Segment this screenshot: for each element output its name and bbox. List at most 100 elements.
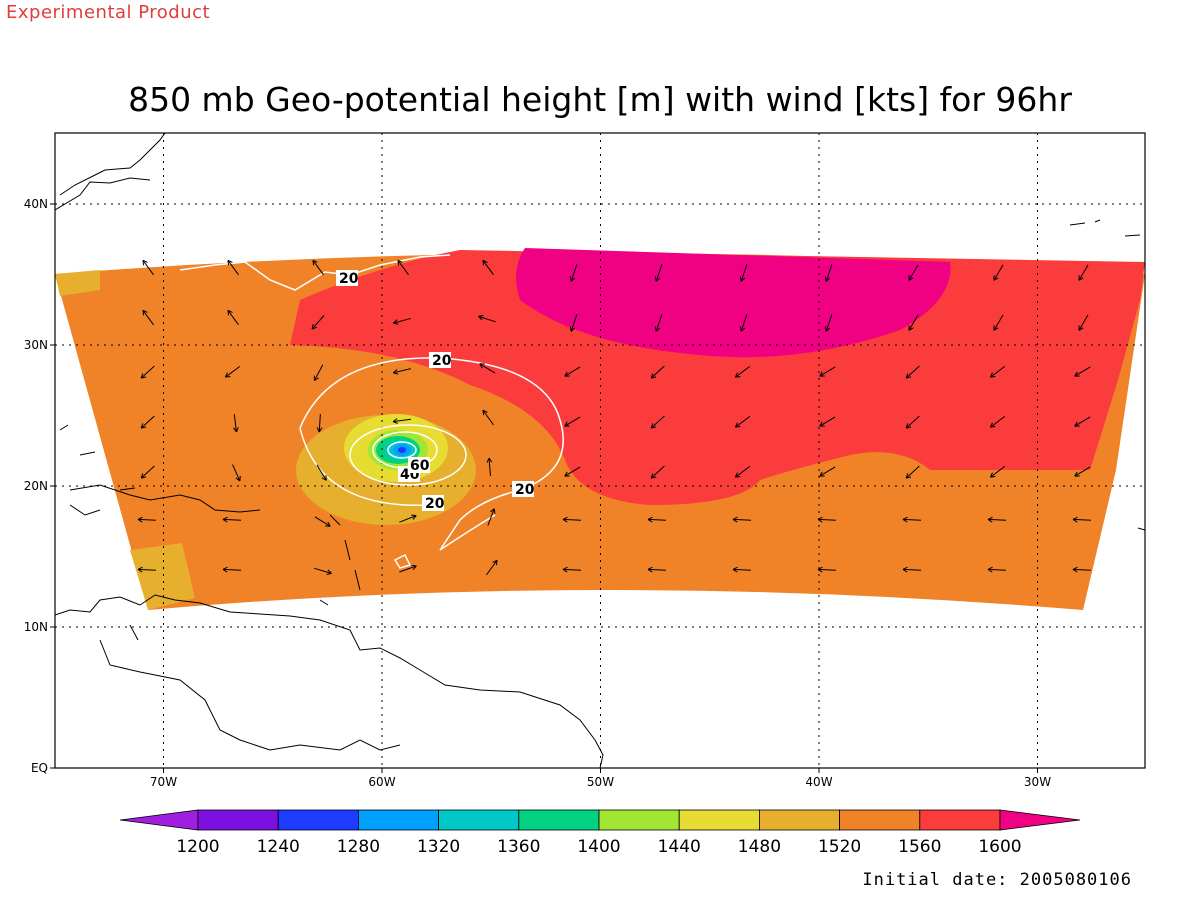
wind-arrow	[905, 465, 920, 479]
map-content	[55, 133, 1176, 768]
wind-arrow	[1078, 264, 1089, 281]
lon-tick-label: 40W	[805, 775, 832, 789]
wind-arrow	[313, 364, 324, 382]
wind-arrow	[479, 363, 496, 374]
map-title: 850 mb Geo-potential height [m] with win…	[128, 80, 1072, 119]
wind-arrow	[312, 259, 324, 276]
wind-contour-40	[349, 424, 467, 486]
wind-arrow	[562, 516, 582, 523]
contour-label: 20	[432, 353, 452, 369]
wind-arrow	[140, 465, 155, 479]
wind-arrow	[569, 264, 578, 282]
lon-tick-label: 60W	[368, 775, 395, 789]
wind-arrow	[222, 566, 242, 573]
coastlines	[55, 133, 1145, 768]
wind-arrow	[487, 508, 496, 526]
contour-label-group: 20 20 20 20 40 60	[336, 270, 535, 512]
wind-arrow	[819, 366, 836, 377]
lat-tick-label: 30N	[24, 338, 48, 352]
wind-arrow	[739, 314, 748, 332]
wind-arrow	[987, 566, 1007, 573]
wind-arrow	[1078, 314, 1089, 331]
contour-label: 20	[425, 496, 445, 512]
wind-arrow	[908, 264, 919, 281]
contour-label: 20	[515, 482, 535, 498]
wind-arrow	[142, 309, 154, 326]
colorbar-segment	[438, 809, 520, 831]
colorbar-segment	[678, 809, 760, 831]
wind-arrow	[478, 314, 496, 323]
wind-arrow	[654, 264, 663, 282]
height-region-over-1600	[516, 248, 951, 358]
colorbar-segment	[518, 809, 600, 831]
wind-arrow	[482, 409, 494, 426]
wind-arrow	[399, 564, 417, 573]
wind-arrow	[142, 259, 154, 276]
wind-arrow	[314, 567, 332, 575]
wind-arrow	[654, 314, 663, 332]
height-region-1520-northwest	[55, 270, 100, 296]
wind-arrow	[734, 466, 751, 478]
wind-arrow	[647, 566, 667, 573]
lat-tick-label: 20N	[24, 479, 48, 493]
wind-contour-20-storm	[299, 357, 564, 551]
wind-arrow	[734, 366, 751, 378]
wind-arrow	[314, 516, 331, 527]
wind-arrow	[1074, 366, 1091, 377]
coastline-greenland-edge	[1069, 219, 1145, 531]
initial-date: Initial date: 2005080106	[862, 870, 1132, 890]
wind-arrow	[564, 466, 581, 477]
wind-arrow	[316, 464, 327, 481]
lon-tick-label: 70W	[150, 775, 177, 789]
wind-arrow	[137, 566, 157, 573]
wind-arrow	[397, 259, 409, 276]
wind-arrow	[989, 366, 1006, 378]
colorbar-segment	[839, 809, 921, 831]
wind-arrows	[137, 259, 1176, 576]
wind-arrow	[817, 566, 837, 573]
wind-arrow	[311, 315, 325, 330]
wind-arrow	[224, 366, 241, 378]
storm-ring-1280	[398, 447, 406, 453]
wind-arrow	[739, 264, 748, 282]
wind-arrow	[393, 368, 411, 375]
wind-arrow	[233, 413, 239, 433]
colorbar-label: 1320	[417, 837, 460, 857]
axis-labels: 40N 30N 20N 10N EQ 70W 60W 50W 40W 30W	[24, 197, 1051, 789]
colorbar-segment	[759, 809, 841, 831]
contour-label: 20	[339, 271, 359, 287]
wind-arrow	[227, 309, 239, 326]
wind-arrow	[902, 566, 922, 573]
wind-arrow	[650, 465, 665, 479]
wind-arrow	[399, 514, 417, 523]
colorbar-low-triangle	[119, 809, 199, 831]
colorbar-segment	[357, 809, 439, 831]
wind-arrow	[1158, 567, 1176, 572]
wind-arrow	[819, 466, 836, 477]
colorbar-high-triangle	[999, 809, 1081, 831]
wind-arrow	[1161, 466, 1174, 478]
wind-arrow	[647, 516, 667, 523]
wind-arrow	[993, 314, 1004, 331]
lon-tick-label: 50W	[587, 775, 614, 789]
height-region-1600	[290, 250, 1145, 505]
colorbar-label: 1400	[577, 837, 620, 857]
height-region-1520-southwest	[130, 543, 195, 610]
colorbar-label: 1440	[658, 837, 701, 857]
colorbar-label: 1600	[978, 837, 1021, 857]
wind-arrow	[564, 366, 581, 377]
wind-arrow	[222, 516, 242, 523]
wind-arrow	[819, 416, 836, 427]
wind-arrow	[650, 365, 665, 379]
wind-arrow	[1074, 416, 1091, 427]
wind-arrow	[734, 416, 751, 428]
wind-arrow	[392, 418, 412, 424]
coastline-south-america	[55, 594, 604, 768]
colorbar-label: 1560	[898, 837, 941, 857]
colorbar-segment	[598, 809, 680, 831]
wind-contour-core	[387, 441, 417, 459]
wind-arrow	[905, 415, 920, 429]
wind-arrow	[1161, 366, 1174, 378]
lat-tick-label: 40N	[24, 197, 48, 211]
wind-arrow	[1164, 315, 1173, 331]
